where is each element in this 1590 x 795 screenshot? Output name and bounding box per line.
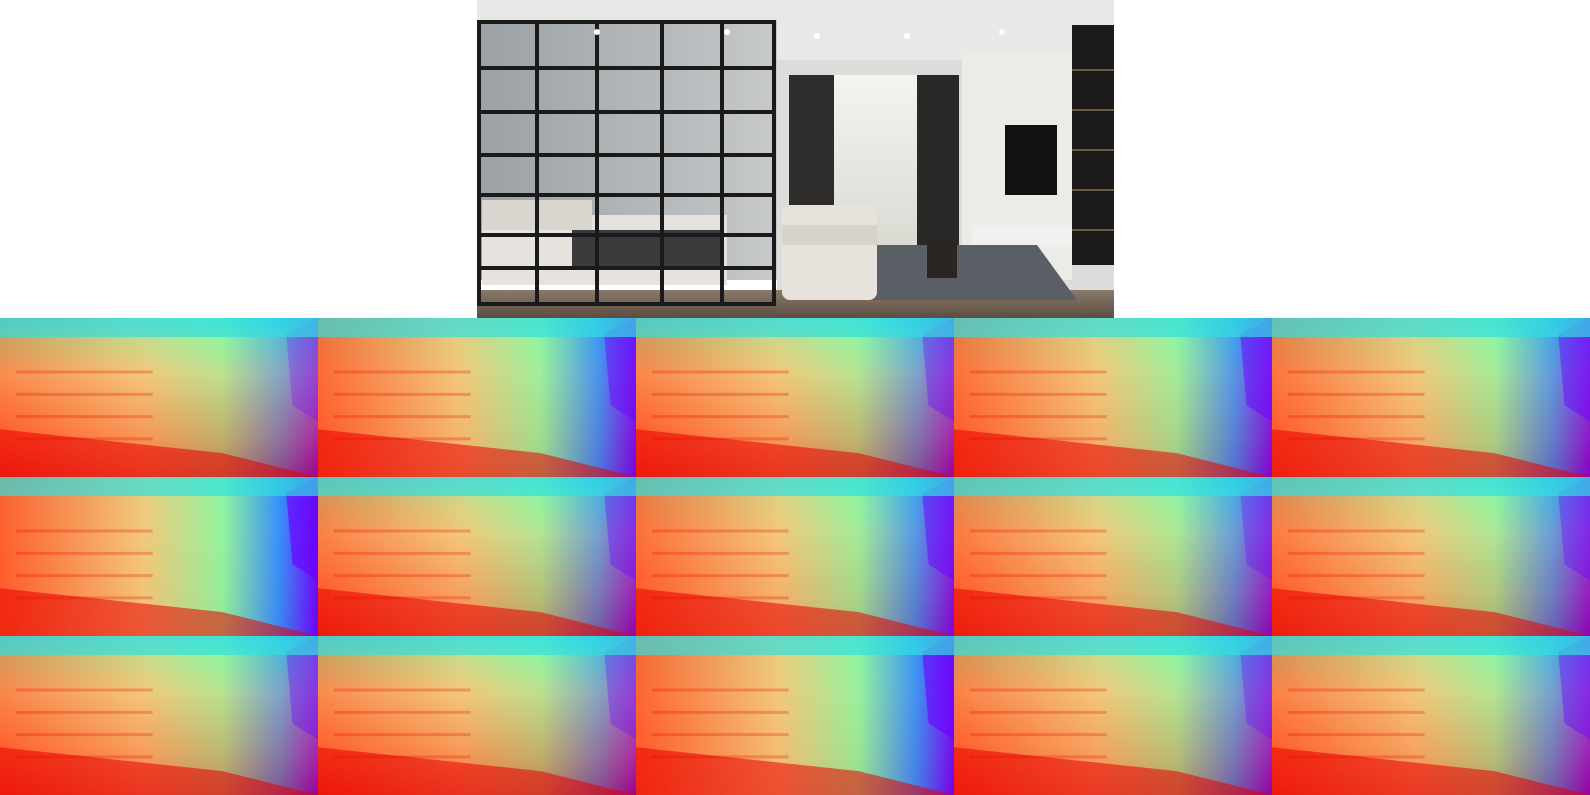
- depth-map-tile: [1272, 636, 1590, 795]
- depth-map-tile: [636, 318, 954, 477]
- depth-map-tile: [1272, 318, 1590, 477]
- depth-map-tile: [0, 636, 318, 795]
- depth-map-tile: [954, 636, 1272, 795]
- depth-map-grid: [0, 318, 1590, 795]
- depth-map-tile: [318, 318, 636, 477]
- coffee-table: [927, 240, 957, 278]
- tv: [1005, 125, 1057, 195]
- glass-partition: [477, 20, 776, 306]
- depth-map-tile: [636, 636, 954, 795]
- depth-map-tile: [0, 477, 318, 636]
- curtain-right: [917, 75, 959, 250]
- depth-map-tile: [318, 636, 636, 795]
- depth-map-tile: [954, 477, 1272, 636]
- bookshelf: [1072, 25, 1114, 265]
- depth-map-tile: [1272, 477, 1590, 636]
- tv-cabinet: [972, 225, 1092, 247]
- depth-map-tile: [318, 477, 636, 636]
- sofa: [782, 205, 877, 300]
- depth-map-tile: [636, 477, 954, 636]
- depth-map-tile: [954, 318, 1272, 477]
- room-photo: [477, 0, 1114, 318]
- depth-map-tile: [0, 318, 318, 477]
